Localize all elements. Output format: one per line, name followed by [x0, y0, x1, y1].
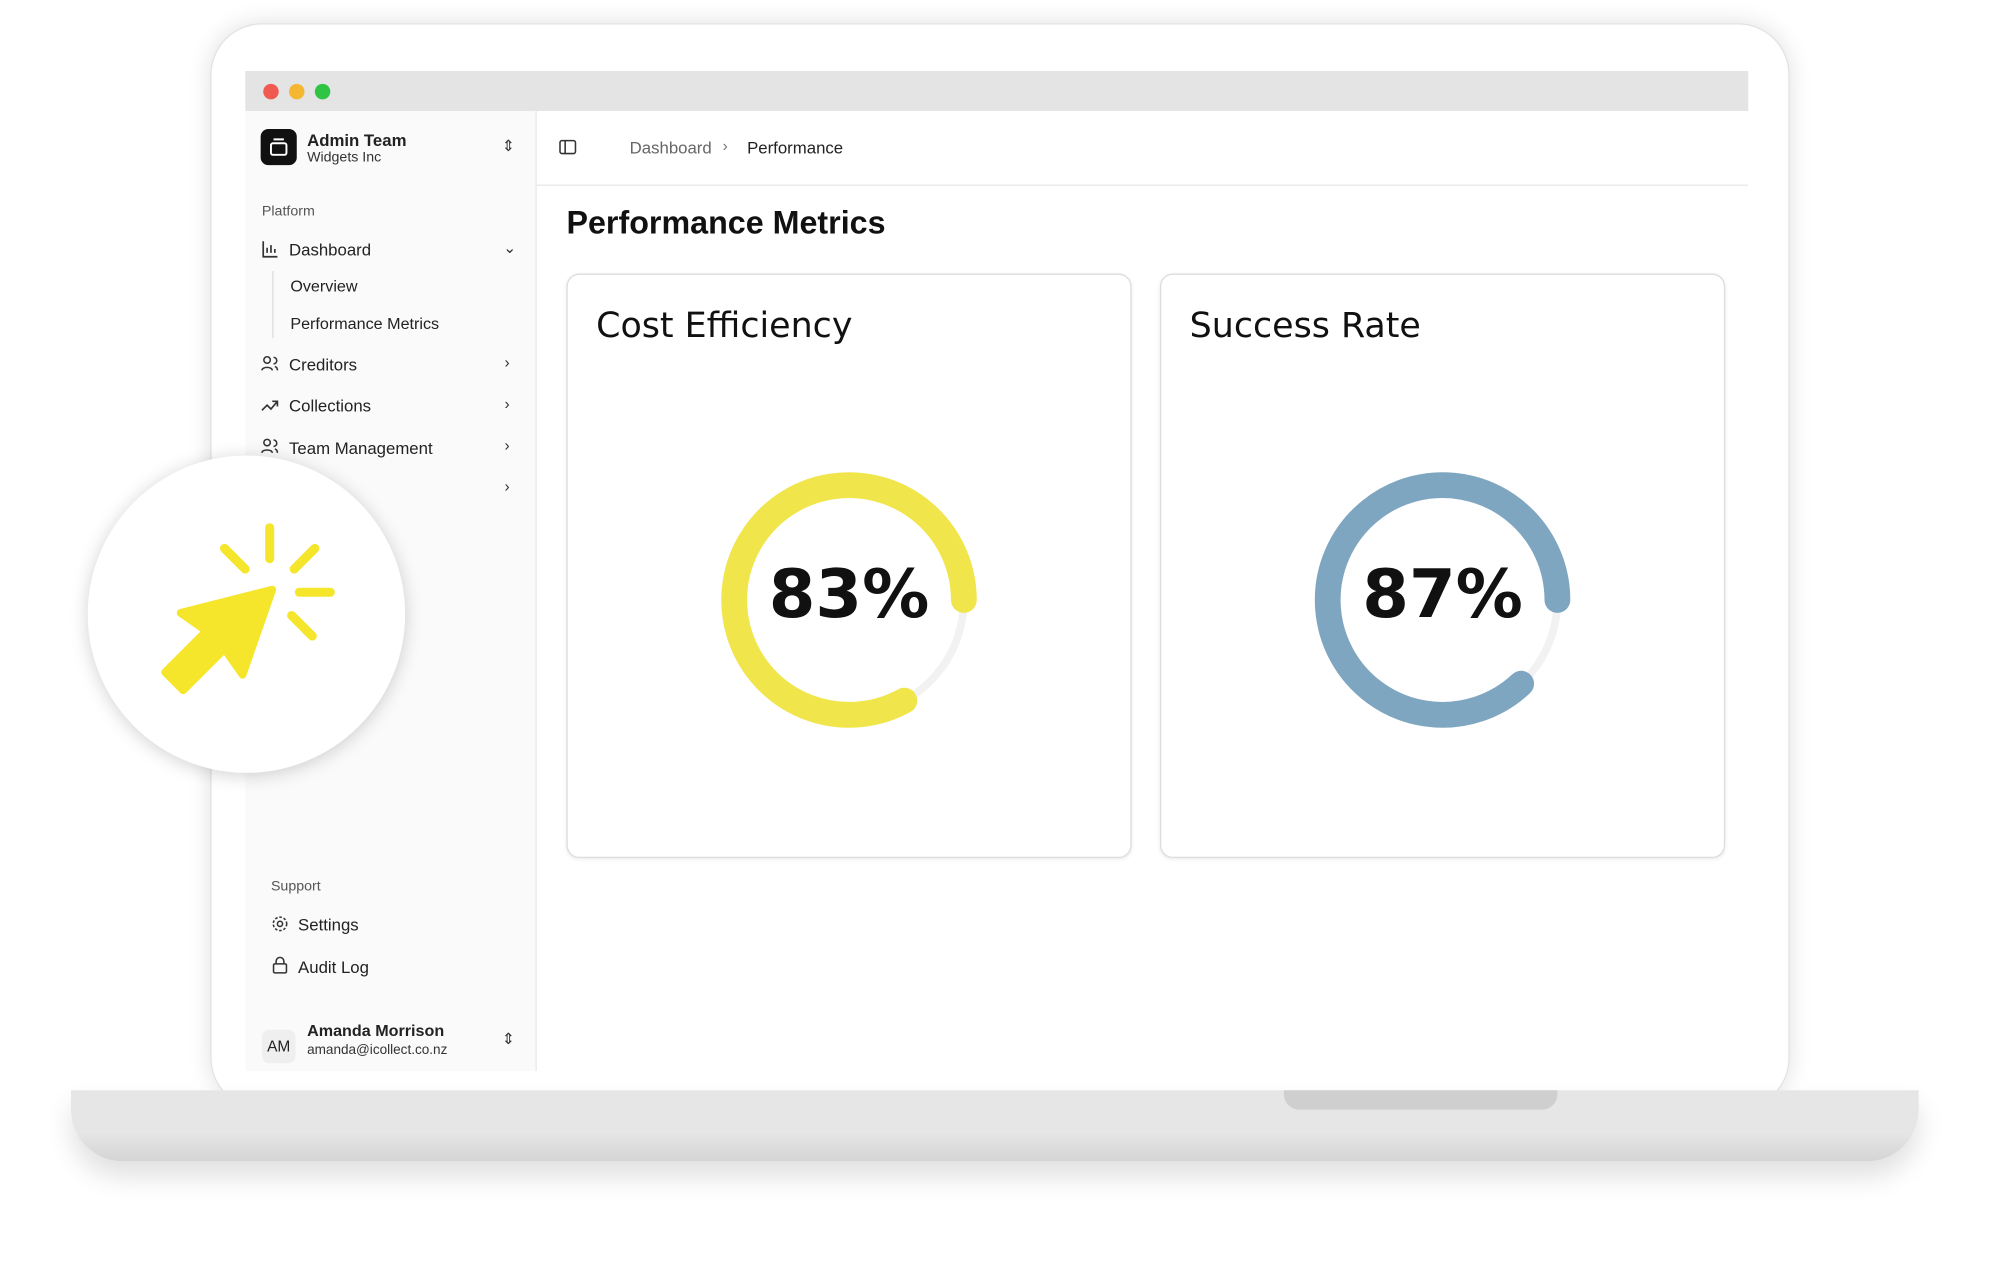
- chevron-down[interactable]: ⌄: [503, 238, 517, 257]
- gauge-arc: [721, 472, 977, 728]
- title-bar: [245, 70, 1749, 111]
- nav-item[interactable]: Team Management: [289, 438, 433, 459]
- settings-icon: [272, 916, 288, 932]
- nav-subitem[interactable]: Overview: [290, 277, 358, 296]
- chevron-right[interactable]: ›: [504, 477, 510, 496]
- user-name[interactable]: Amanda Morrison: [307, 1021, 445, 1040]
- screen: Admin Team Widgets Inc ⇕ Platform Dashbo…: [245, 70, 1749, 1071]
- sidebar-toggle[interactable]: [559, 138, 577, 156]
- close-button[interactable]: [263, 83, 279, 100]
- gauge-label: 83%: [768, 556, 930, 634]
- breadcrumb-link[interactable]: Dashboard: [629, 138, 712, 158]
- nav-subitem[interactable]: Performance Metrics: [290, 314, 440, 333]
- minimize-button[interactable]: [289, 83, 305, 100]
- card-title: Cost Efficiency: [596, 305, 853, 346]
- nav-item[interactable]: Settings: [298, 914, 359, 935]
- gauge-arc: [1314, 472, 1571, 728]
- breadcrumb-separator: ›: [722, 136, 728, 155]
- team-icon: [269, 138, 288, 156]
- card-title: Success Rate: [1189, 305, 1421, 346]
- team-name[interactable]: Admin Team: [307, 130, 407, 150]
- header-divider: [536, 184, 1749, 186]
- chevron-right[interactable]: ›: [504, 436, 510, 455]
- team-switcher[interactable]: ⇕: [501, 136, 515, 155]
- breadcrumb-current: Performance: [747, 138, 844, 158]
- metric-card: Success Rate 87%: [1159, 273, 1726, 859]
- chevron-right[interactable]: ›: [504, 353, 510, 372]
- section-label: Support: [270, 878, 321, 895]
- user-menu[interactable]: ⇕: [501, 1029, 515, 1048]
- nav-item[interactable]: Audit Log: [298, 957, 369, 977]
- dashboard-icon: [262, 241, 278, 258]
- gauge-label: 87%: [1362, 556, 1523, 634]
- user-email: amanda@icollect.co.nz: [307, 1042, 448, 1059]
- click-badge: [87, 455, 406, 773]
- laptop-base: [70, 1090, 1919, 1162]
- nav-item[interactable]: Creditors: [289, 354, 358, 375]
- nav-item[interactable]: Collections: [289, 396, 372, 416]
- trend-icon: [261, 400, 279, 411]
- team-logo: [260, 129, 297, 166]
- laptop-notch: [1283, 1090, 1558, 1110]
- page-title: Performance Metrics: [566, 205, 886, 242]
- chevron-right[interactable]: ›: [504, 394, 510, 413]
- user-avatar: AM: [261, 1029, 296, 1064]
- lock-icon: [272, 956, 288, 974]
- users-icon: [261, 355, 279, 371]
- users-icon: [261, 438, 279, 454]
- tree-line: [272, 270, 274, 339]
- nav-item[interactable]: Dashboard: [289, 239, 372, 260]
- cursor-click-icon: [161, 523, 335, 695]
- section-label: Platform: [261, 203, 315, 220]
- gauge: [1314, 472, 1571, 728]
- team-org: Widgets Inc: [307, 149, 382, 166]
- metric-card: Cost Efficiency 83%: [566, 273, 1132, 859]
- maximize-button[interactable]: [314, 83, 331, 100]
- gauge: [721, 472, 977, 728]
